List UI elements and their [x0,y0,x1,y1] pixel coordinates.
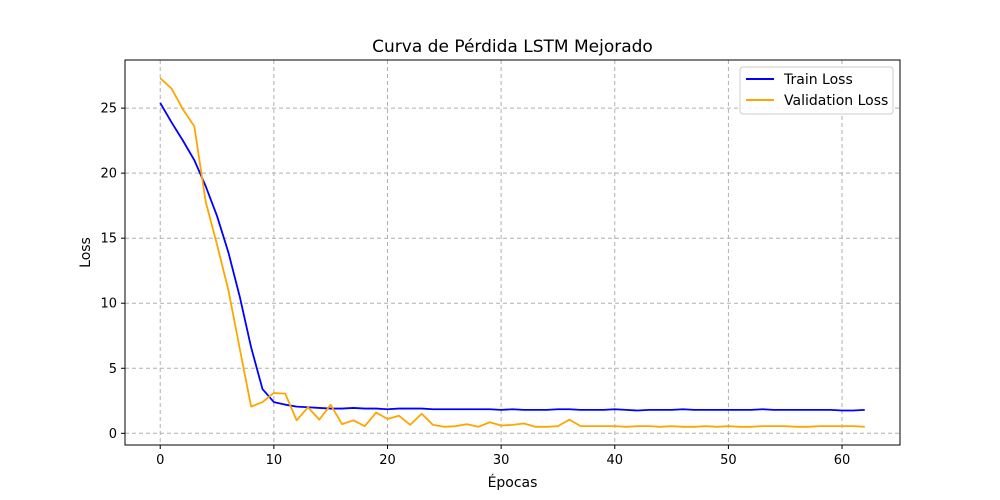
validation-loss-line [159,77,865,428]
x-tick-label: 40 [606,453,623,468]
y-tick-label: 10 [100,297,117,312]
plot-area [125,60,900,445]
x-tick-label: 30 [493,453,510,468]
x-tick-label: 0 [156,453,164,468]
y-tick-label: 5 [109,362,117,377]
x-tick-label: 50 [720,453,737,468]
legend-label-validation: Validation Loss [784,93,888,109]
x-tick-label: 60 [834,453,851,468]
y-tick-label: 15 [100,232,117,247]
chart-title: Curva de Pérdida LSTM Mejorado [372,37,653,57]
x-axis-title: Épocas [488,474,538,491]
series-layer [159,77,865,428]
axis-ticks: 0 10 20 30 40 50 60 0 5 10 15 20 25 [100,102,850,468]
legend: Train Loss Validation Loss [739,66,894,115]
legend-label-train: Train Loss [783,72,853,88]
plot-frame [124,59,901,446]
x-tick-label: 10 [266,453,283,468]
y-tick-label: 25 [100,102,117,117]
legend-box [739,66,894,115]
y-tick-label: 0 [109,427,117,442]
y-axis-title: Loss [78,237,94,268]
y-tick-label: 20 [100,167,117,182]
train-loss-line [159,102,865,412]
x-tick-label: 20 [379,453,396,468]
